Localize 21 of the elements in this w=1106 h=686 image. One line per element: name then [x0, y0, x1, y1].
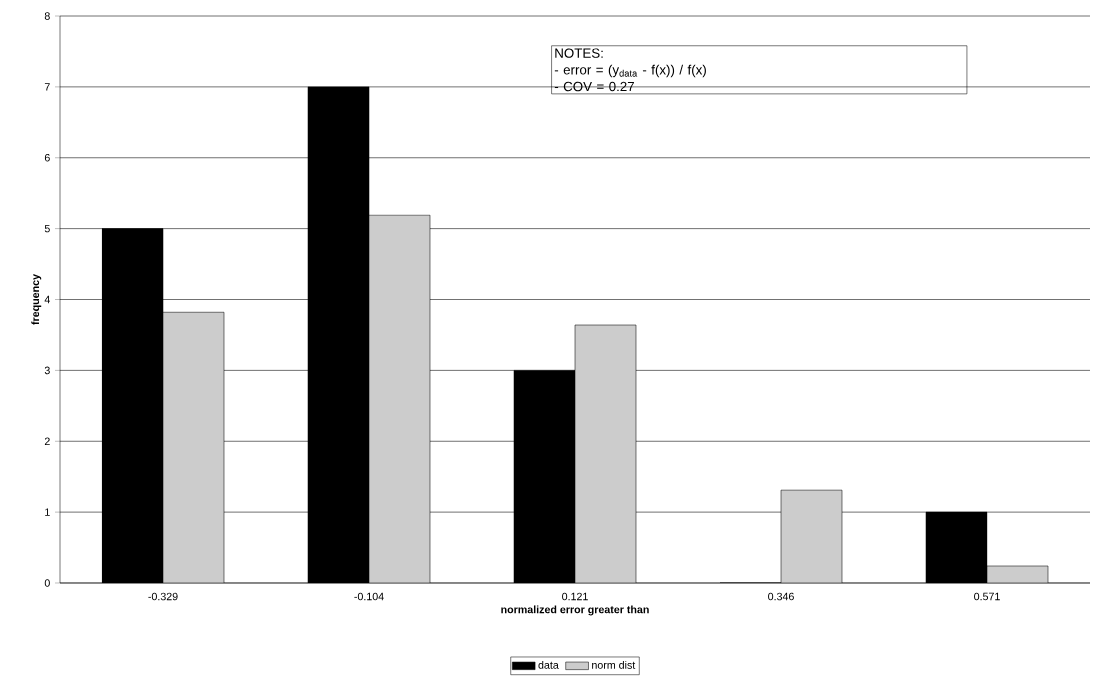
x-tick-label: 0.571 — [974, 592, 1000, 601]
annotation: - error = (y$_{data}$ - f(x)) / f(x) — [554, 64, 706, 78]
x-tick-label: -0.104 — [354, 592, 384, 601]
annotation: NOTES: — [555, 48, 603, 58]
y-tick-label: 3 — [44, 366, 50, 375]
legend-label: norm dist — [592, 660, 636, 669]
x-tick-label: 0.121 — [562, 592, 588, 601]
y-tick-label: 4 — [44, 295, 50, 304]
y-tick-label: 7 — [44, 83, 50, 91]
y-tick-label: 8 — [44, 12, 50, 20]
legend-label: data — [538, 660, 559, 669]
y-axis-title: frequency — [31, 274, 42, 325]
y-tick-label: 5 — [44, 224, 50, 233]
y-tick-label: 0 — [44, 579, 50, 587]
y-tick-label: 1 — [45, 508, 50, 516]
y-tick-label: 2 — [44, 437, 50, 445]
x-axis-title: normalized error greater than — [501, 605, 649, 616]
x-tick-label: 0.346 — [768, 592, 794, 601]
annotation: - COV = 0.27 — [554, 81, 634, 92]
x-tick-label: -0.329 — [148, 592, 178, 601]
y-tick-label: 6 — [44, 153, 50, 162]
